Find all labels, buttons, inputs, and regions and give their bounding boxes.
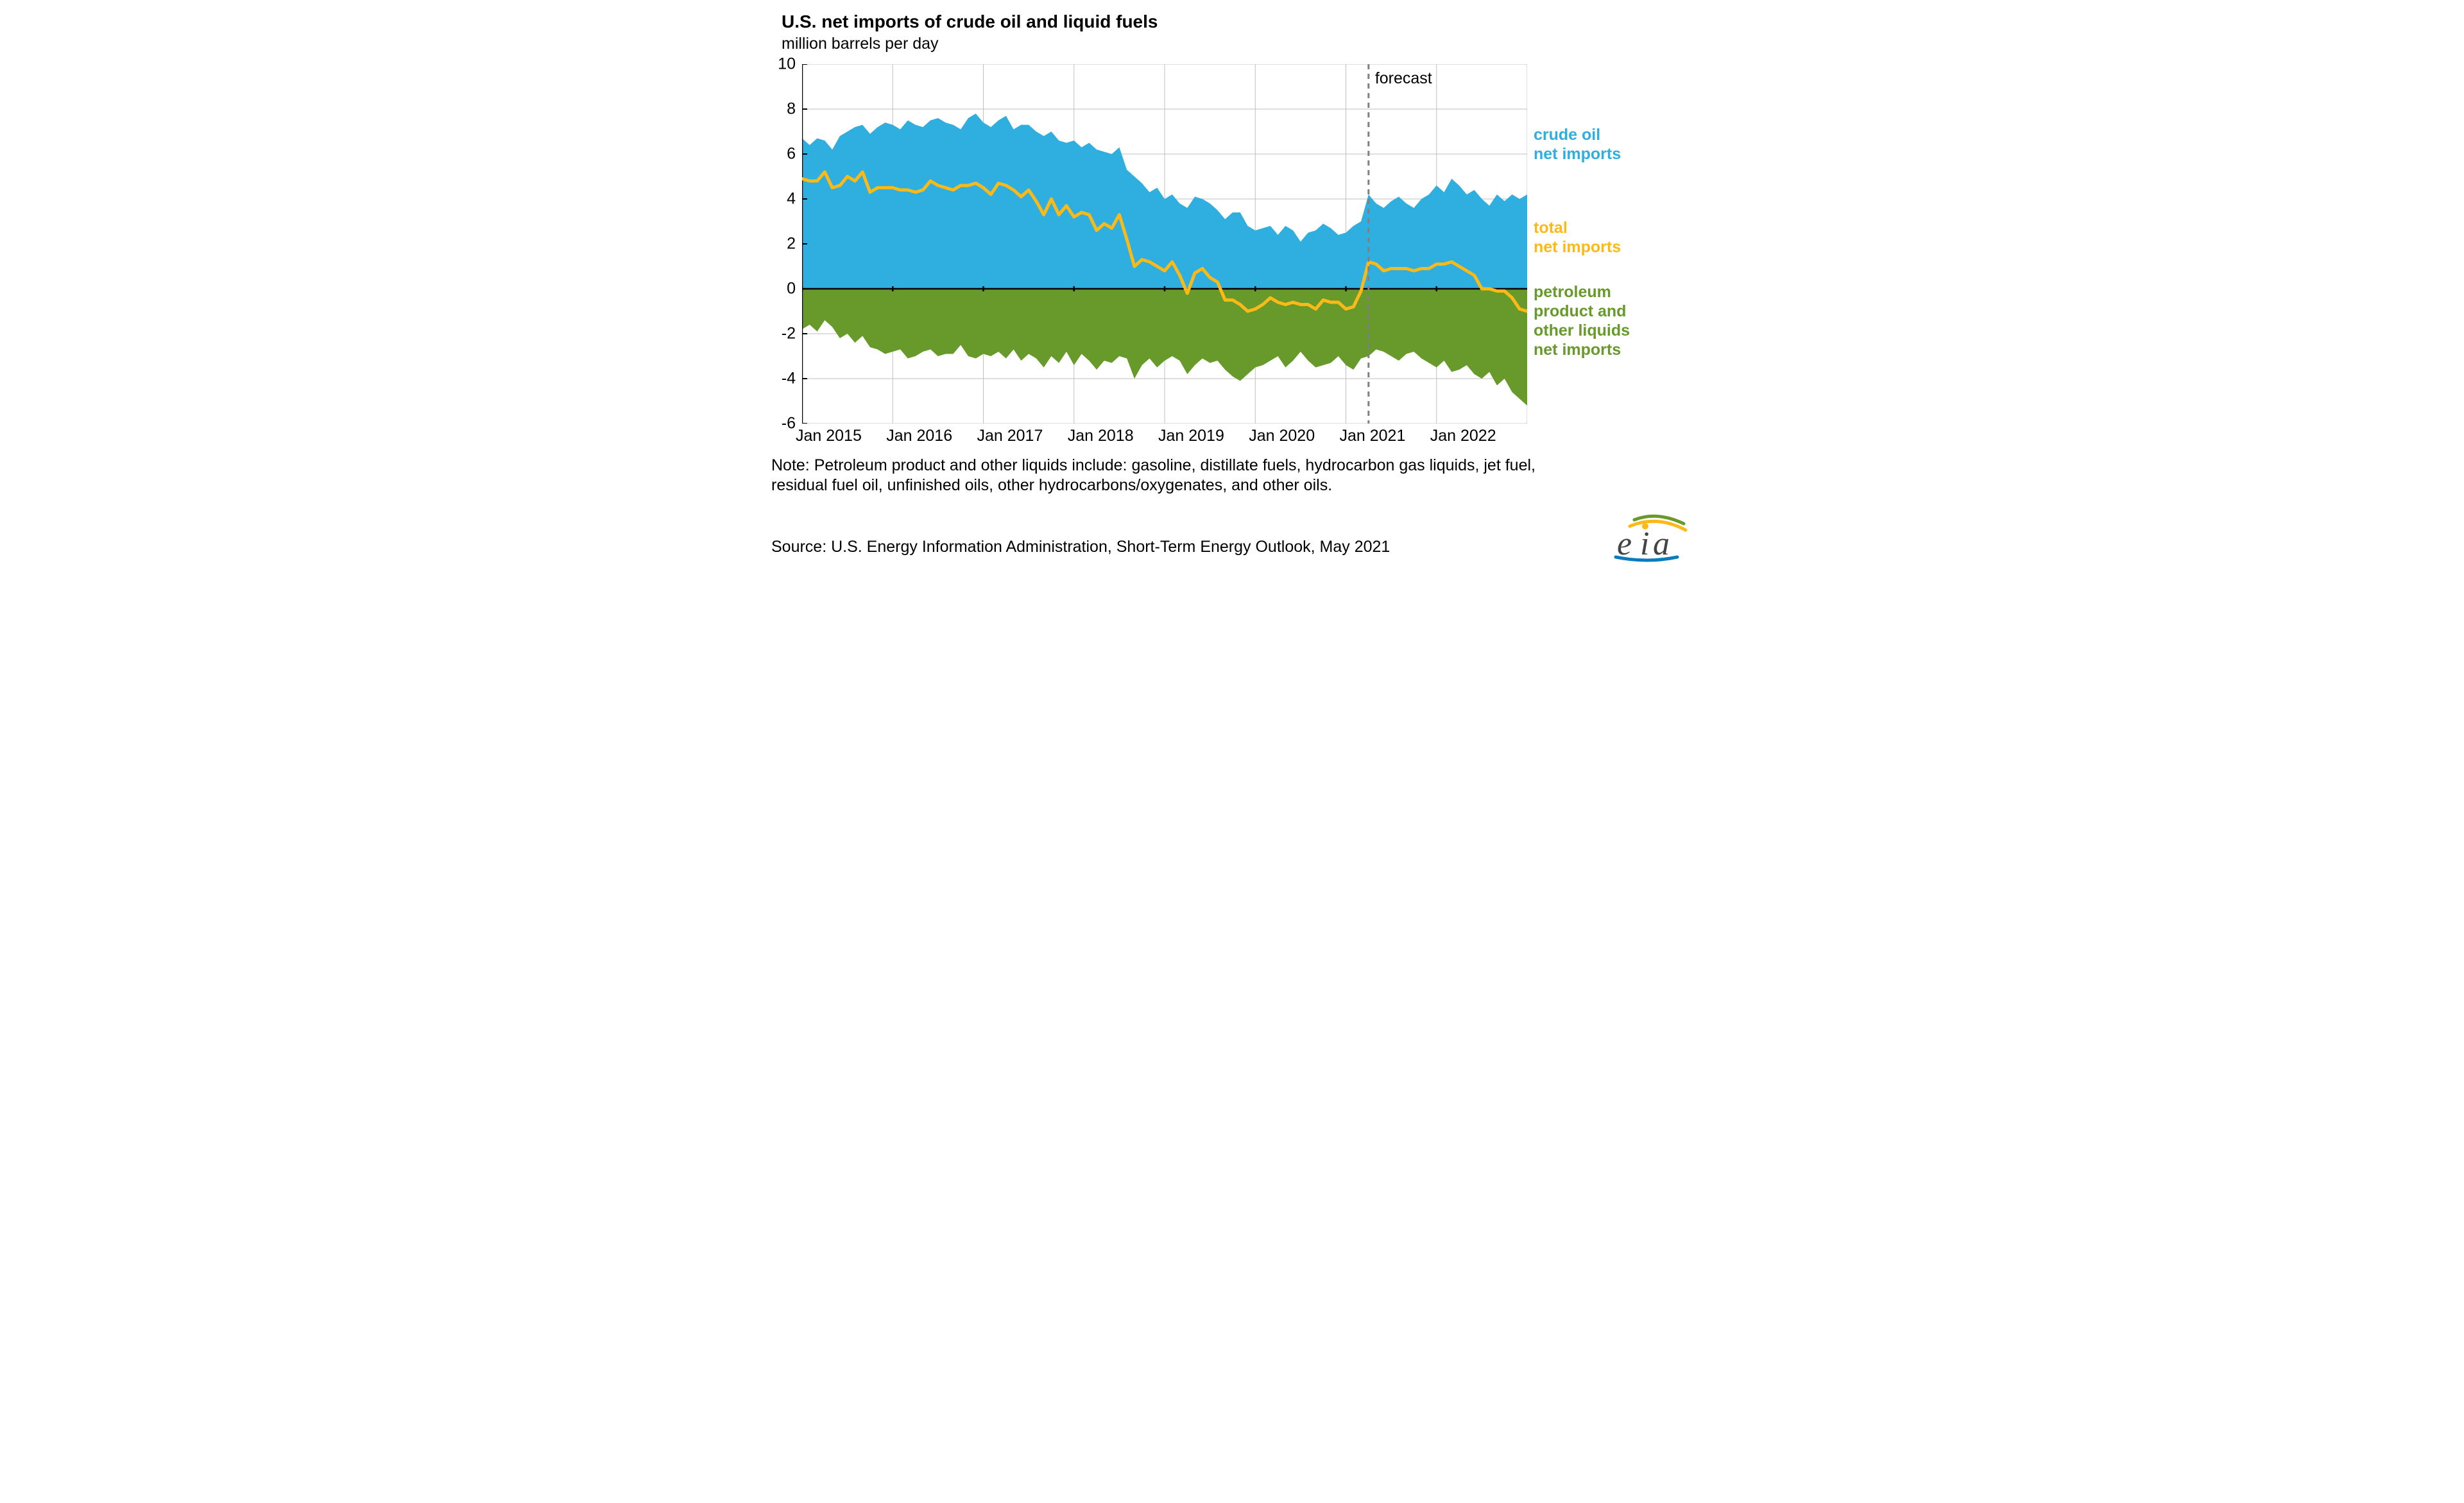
y-tick-label: 6 bbox=[764, 145, 796, 164]
chart-source: Source: U.S. Energy Information Administ… bbox=[771, 538, 1390, 556]
x-tick-label: Jan 2015 bbox=[796, 427, 862, 445]
y-tick-label: 0 bbox=[764, 280, 796, 298]
chart-subtitle: million barrels per day bbox=[782, 35, 939, 53]
chart-note: Note: Petroleum product and other liquid… bbox=[771, 456, 1554, 496]
forecast-label: forecast bbox=[1375, 69, 1432, 88]
y-tick-label: -6 bbox=[764, 415, 796, 433]
plot-area bbox=[802, 64, 1527, 424]
x-tick-label: Jan 2020 bbox=[1249, 427, 1315, 445]
chart-title: U.S. net imports of crude oil and liquid… bbox=[782, 12, 1158, 32]
x-tick-label: Jan 2019 bbox=[1158, 427, 1224, 445]
y-tick-label: -2 bbox=[764, 325, 796, 343]
y-tick-label: 8 bbox=[764, 100, 796, 119]
x-tick-label: Jan 2017 bbox=[977, 427, 1043, 445]
eia-logo: e i a bbox=[1612, 511, 1689, 562]
x-tick-label: Jan 2016 bbox=[886, 427, 952, 445]
x-tick-label: Jan 2021 bbox=[1340, 427, 1406, 445]
svg-text:a: a bbox=[1653, 526, 1670, 562]
petroleum-label: petroleumproduct andother liquidsnet imp… bbox=[1534, 282, 1630, 359]
y-tick-label: 10 bbox=[764, 55, 796, 74]
chart-container: U.S. net imports of crude oil and liquid… bbox=[764, 0, 1700, 571]
x-tick-label: Jan 2022 bbox=[1430, 427, 1496, 445]
y-tick-label: -4 bbox=[764, 370, 796, 388]
y-tick-label: 4 bbox=[764, 190, 796, 209]
svg-text:i: i bbox=[1640, 526, 1649, 562]
total-label: totalnet imports bbox=[1534, 218, 1621, 257]
y-tick-label: 2 bbox=[764, 235, 796, 253]
x-tick-label: Jan 2018 bbox=[1068, 427, 1134, 445]
crude-oil-label: crude oilnet imports bbox=[1534, 125, 1621, 164]
